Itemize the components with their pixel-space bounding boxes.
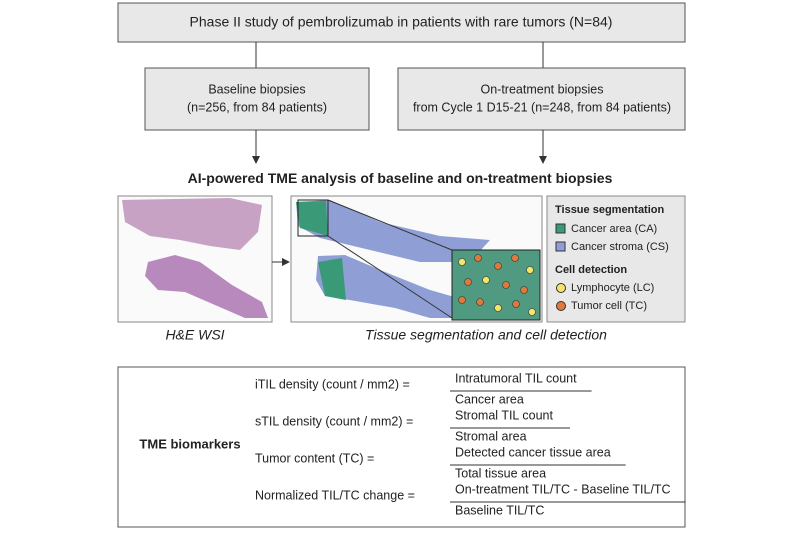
tissue — [122, 198, 262, 250]
legend-title: Cell detection — [555, 264, 627, 276]
baseline-box — [144, 67, 370, 131]
tissue — [318, 258, 346, 300]
formula-label: iTIL density (count / mm2) = — [255, 377, 410, 391]
study-title: Phase II study of pembrolizumab in patie… — [190, 14, 613, 30]
box-text: from Cycle 1 D15-21 (n=248, from 84 pati… — [413, 100, 671, 114]
numerator: Intratumoral TIL count — [455, 371, 577, 385]
formula-list: iTIL density (count / mm2) = Intratumoral… — [255, 371, 686, 517]
legend-item: Cancer stroma (CS) — [571, 241, 669, 253]
legend-item: Cancer area (CA) — [571, 223, 657, 235]
denominator: Total tissue area — [455, 466, 546, 480]
zoom-line — [327, 235, 453, 319]
numerator: Stromal TIL count — [455, 408, 553, 422]
denominator: Cancer area — [455, 392, 524, 406]
tissue — [145, 255, 268, 318]
legend — [546, 195, 686, 323]
numerator: Detected cancer tissue area — [455, 445, 611, 459]
caption: H&E WSI — [165, 327, 224, 343]
caption: Tissue segmentation and cell detection — [365, 327, 607, 343]
denominator: Stromal area — [455, 429, 527, 443]
zoom-box — [297, 199, 329, 237]
formula-label: Tumor content (TC) = — [255, 451, 374, 465]
legend-swatch — [556, 283, 566, 293]
legend-swatch — [556, 301, 566, 311]
tissue — [296, 201, 328, 236]
legend-swatch — [555, 223, 566, 234]
on-treatment-box — [397, 67, 686, 131]
numerator: On-treatment TIL/TC - Baseline TIL/TC — [455, 482, 671, 496]
legend-item: Tumor cell (TC) — [571, 300, 647, 312]
formula-label: Normalized TIL/TC change = — [255, 488, 415, 502]
legend-item: Lymphocyte (LC) — [571, 282, 654, 294]
biomarker-title: TME biomarkers — [139, 436, 240, 451]
denominator: Baseline TIL/TC — [455, 503, 544, 517]
biomarker-box — [117, 366, 686, 528]
legend-swatch — [555, 241, 566, 252]
box-text: On-treatment biopsies — [481, 82, 604, 96]
legend-title: Tissue segmentation — [555, 204, 664, 216]
tissue — [296, 200, 490, 262]
box-text: Baseline biopsies — [208, 82, 305, 96]
analysis-title: AI-powered TME analysis of baseline and … — [188, 170, 613, 186]
formula-label: sTIL density (count / mm2) = — [255, 414, 413, 428]
study-box — [117, 2, 686, 43]
cells — [458, 254, 536, 316]
box-text: (n=256, from 84 patients) — [187, 100, 327, 114]
zoom-line — [327, 199, 453, 251]
